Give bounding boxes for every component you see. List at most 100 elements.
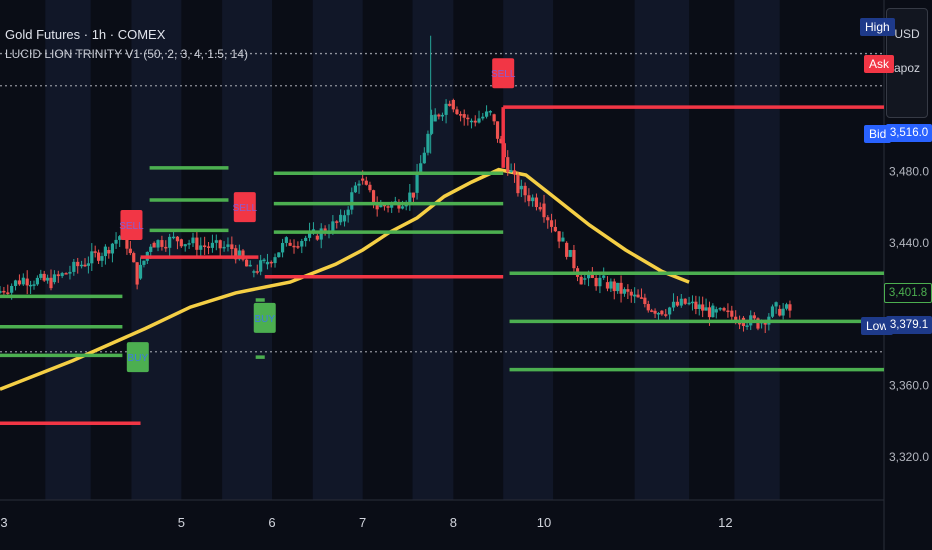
candle-body bbox=[781, 308, 785, 316]
candle-body bbox=[288, 242, 292, 246]
candle-body bbox=[218, 240, 222, 249]
symbol-title[interactable]: Gold Futures · 1h · COMEX bbox=[5, 27, 166, 42]
dotted-levels bbox=[0, 52, 884, 353]
candle-body bbox=[311, 229, 316, 232]
candle-body bbox=[633, 294, 637, 297]
candle-body bbox=[619, 282, 623, 294]
candle-body bbox=[114, 239, 118, 244]
candle-body bbox=[335, 221, 339, 223]
candle-body bbox=[179, 239, 183, 247]
candle-body bbox=[52, 274, 56, 283]
candle-body bbox=[319, 228, 323, 240]
x-tick-label: 5 bbox=[178, 515, 185, 530]
buy-signal-label: BUY bbox=[254, 314, 275, 325]
price-axis[interactable]: 3,320.0 3,360.0 3,440.0 3,480.0 bbox=[889, 164, 929, 464]
candle-body bbox=[774, 302, 778, 307]
buy-signal: BUY bbox=[253, 302, 276, 333]
candle-body bbox=[210, 242, 215, 248]
candle-body bbox=[100, 256, 104, 261]
indicator-title[interactable]: LUCID LION TRINITY V1 (50, 2, 3, 4, 1.5,… bbox=[5, 47, 248, 61]
candle-body bbox=[553, 226, 557, 232]
candle-body bbox=[171, 236, 176, 239]
candle-body bbox=[660, 310, 664, 315]
bid-price-box: 3,516.0 bbox=[886, 124, 932, 142]
candle-body bbox=[763, 321, 767, 325]
candle-body bbox=[411, 192, 416, 198]
candle-body bbox=[0, 290, 2, 293]
session-band bbox=[412, 0, 454, 500]
candle-body bbox=[386, 206, 390, 208]
signal-markers-layer: SELL BUY SELL BUY SELL bbox=[119, 58, 516, 373]
candle-body bbox=[546, 217, 550, 221]
candle-body bbox=[444, 103, 448, 115]
x-tick-label: 6 bbox=[268, 515, 275, 530]
x-tick-label: 3 bbox=[0, 515, 7, 530]
candle-body bbox=[433, 114, 437, 122]
candle-body bbox=[152, 242, 156, 248]
candle-body bbox=[10, 285, 14, 293]
candle-body bbox=[718, 308, 722, 310]
candle-body bbox=[132, 253, 136, 263]
buy-signal: BUY bbox=[126, 342, 149, 373]
ema-line bbox=[0, 167, 690, 391]
sell-signal-box bbox=[492, 58, 515, 89]
candle-body bbox=[187, 243, 191, 245]
session-band bbox=[734, 0, 780, 500]
candle-body bbox=[353, 185, 358, 193]
candle-body bbox=[437, 114, 441, 117]
candle-body bbox=[579, 276, 583, 285]
candle-body bbox=[13, 280, 18, 286]
candle-body bbox=[230, 244, 234, 250]
candle-body bbox=[605, 282, 610, 289]
x-tick-label: 12 bbox=[718, 515, 732, 530]
y-tick-label: 3,360.0 bbox=[889, 379, 929, 393]
candle-body bbox=[142, 260, 146, 265]
candle-body bbox=[379, 204, 383, 208]
candle-body bbox=[557, 231, 561, 242]
candle-body bbox=[477, 118, 481, 123]
candle-body bbox=[339, 214, 343, 223]
candle-body bbox=[107, 250, 111, 254]
candle-body bbox=[594, 277, 598, 287]
candle-body bbox=[346, 209, 350, 216]
candle-body bbox=[195, 237, 199, 250]
candle-body bbox=[422, 152, 426, 164]
candle-body bbox=[269, 261, 273, 264]
candle-body bbox=[534, 197, 539, 208]
candle-body bbox=[492, 114, 496, 122]
candle-body bbox=[245, 259, 249, 267]
candle-body bbox=[72, 261, 76, 272]
candle-body bbox=[408, 192, 412, 204]
candle-body bbox=[64, 273, 68, 275]
candle-body bbox=[60, 273, 64, 277]
candle-body bbox=[265, 261, 270, 265]
session-band bbox=[131, 0, 182, 500]
ema-line-layer bbox=[0, 167, 690, 391]
candle-body bbox=[598, 277, 602, 287]
candle-body bbox=[76, 261, 80, 267]
time-axis[interactable]: 3 5 6 7 8 10 12 bbox=[0, 499, 884, 530]
candle-body bbox=[97, 252, 101, 261]
candle-body bbox=[639, 297, 644, 299]
candle-body bbox=[458, 114, 463, 116]
candle-body bbox=[565, 242, 569, 257]
candle-body bbox=[237, 250, 241, 260]
candle-body bbox=[280, 242, 285, 253]
candle-body bbox=[35, 277, 39, 285]
sell-signal-box bbox=[233, 192, 256, 223]
candle-body bbox=[499, 138, 503, 144]
candle-body bbox=[506, 157, 510, 173]
candle-body bbox=[448, 103, 452, 106]
candle-body bbox=[626, 289, 630, 292]
candle-body bbox=[203, 245, 207, 248]
candle-body bbox=[175, 236, 180, 242]
sell-signal: SELL bbox=[119, 210, 144, 240]
candle-body bbox=[103, 246, 107, 257]
sell-signal: SELL bbox=[491, 58, 516, 89]
candle-body bbox=[737, 322, 742, 325]
sell-signal-label: SELL bbox=[119, 221, 144, 232]
candle-body bbox=[664, 314, 668, 316]
sell-signal: SELL bbox=[233, 192, 257, 223]
candle-body bbox=[527, 195, 531, 202]
